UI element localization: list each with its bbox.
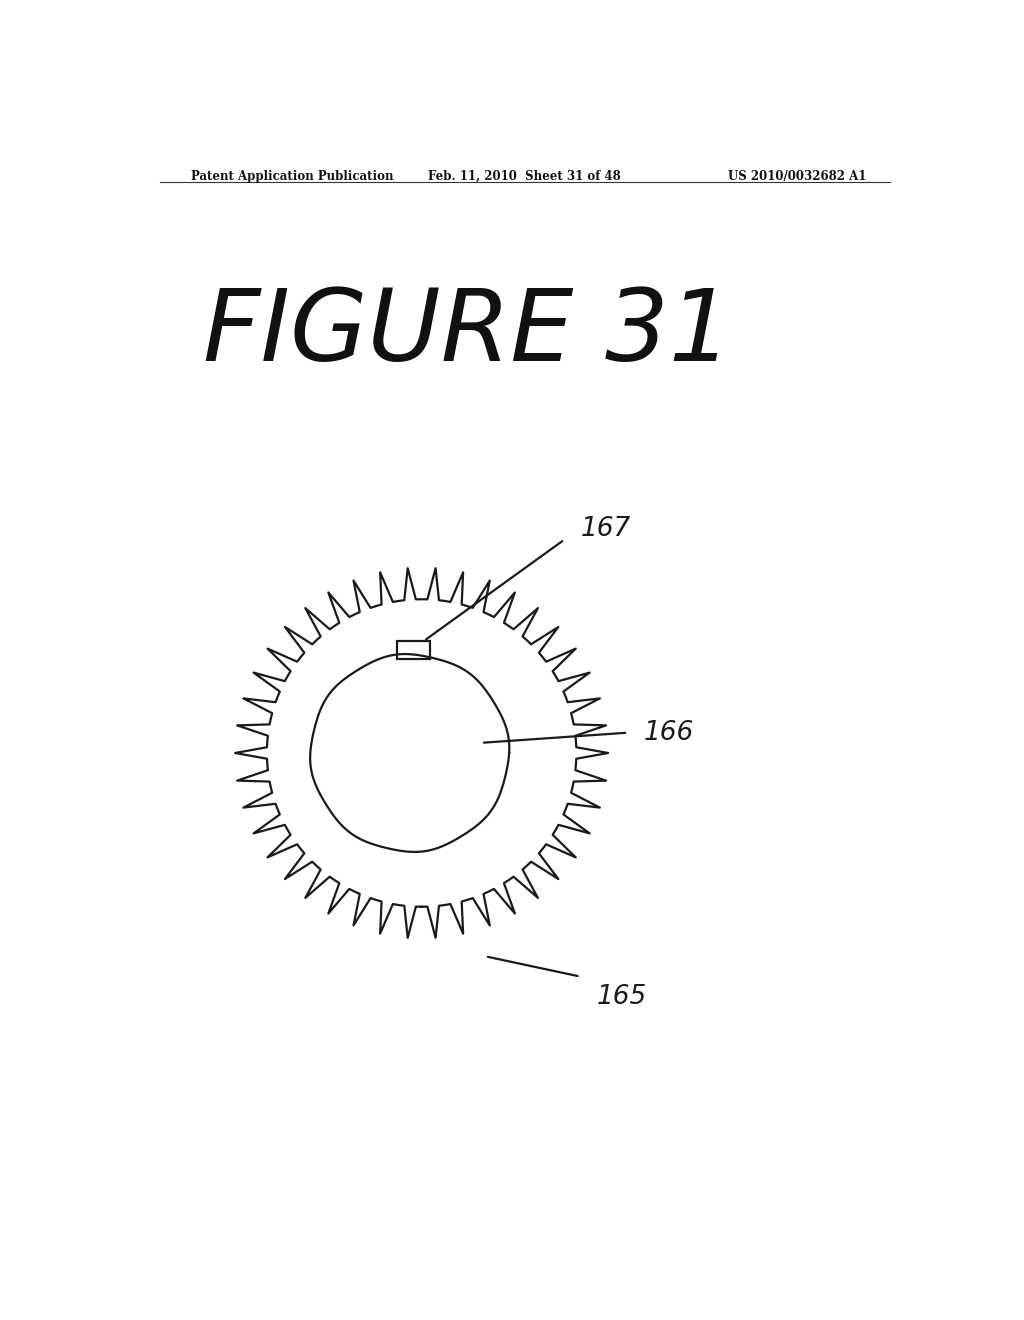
Text: 167: 167 — [581, 516, 631, 543]
Bar — [397, 642, 430, 660]
Text: 165: 165 — [596, 983, 646, 1010]
Text: US 2010/0032682 A1: US 2010/0032682 A1 — [728, 170, 866, 183]
Text: FIGURE 31: FIGURE 31 — [204, 285, 733, 383]
Text: Patent Application Publication: Patent Application Publication — [191, 170, 394, 183]
Text: 166: 166 — [644, 719, 694, 746]
Text: Feb. 11, 2010  Sheet 31 of 48: Feb. 11, 2010 Sheet 31 of 48 — [428, 170, 622, 183]
